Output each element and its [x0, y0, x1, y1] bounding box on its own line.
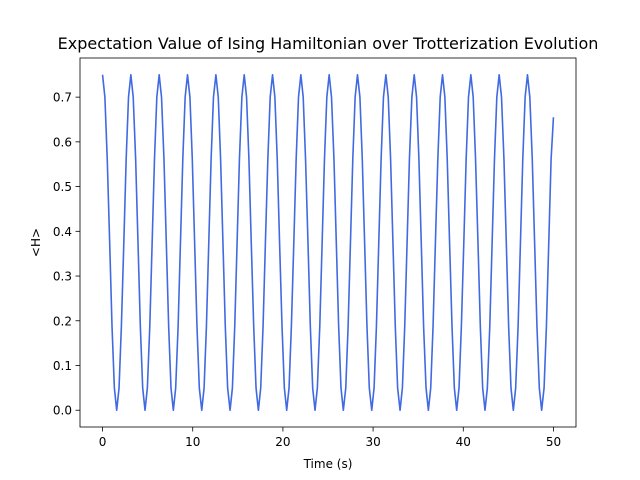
- x-tick-label: 30: [365, 435, 380, 449]
- x-tick-label: 0: [99, 435, 107, 449]
- series-layer: [101, 73, 555, 412]
- plot-frame: [79, 57, 577, 428]
- y-tick-label: 0.5: [53, 180, 72, 194]
- x-axis-label: Time (s): [303, 457, 353, 471]
- y-tick-label: 0.1: [53, 359, 72, 373]
- y-tick-label: 0.0: [53, 404, 72, 418]
- chart-title: Expectation Value of Ising Hamiltonian o…: [58, 34, 599, 53]
- x-tick-label: 50: [546, 435, 561, 449]
- y-tick-label: 0.2: [53, 314, 72, 328]
- x-axis: 0 10 20 30 40 50: [99, 427, 561, 449]
- y-axis: 0.0 0.1 0.2 0.3 0.4 0.5 0.6 0.7: [53, 91, 80, 418]
- y-tick-label: 0.7: [53, 91, 72, 105]
- y-tick-label: 0.6: [53, 135, 72, 149]
- y-tick-label: 0.4: [53, 225, 72, 239]
- x-tick-label: 10: [185, 435, 200, 449]
- y-tick-label: 0.3: [53, 270, 72, 284]
- series-line: [101, 73, 555, 412]
- x-tick-label: 40: [456, 435, 471, 449]
- x-tick-label: 20: [275, 435, 290, 449]
- y-axis-label: <H>: [29, 228, 43, 257]
